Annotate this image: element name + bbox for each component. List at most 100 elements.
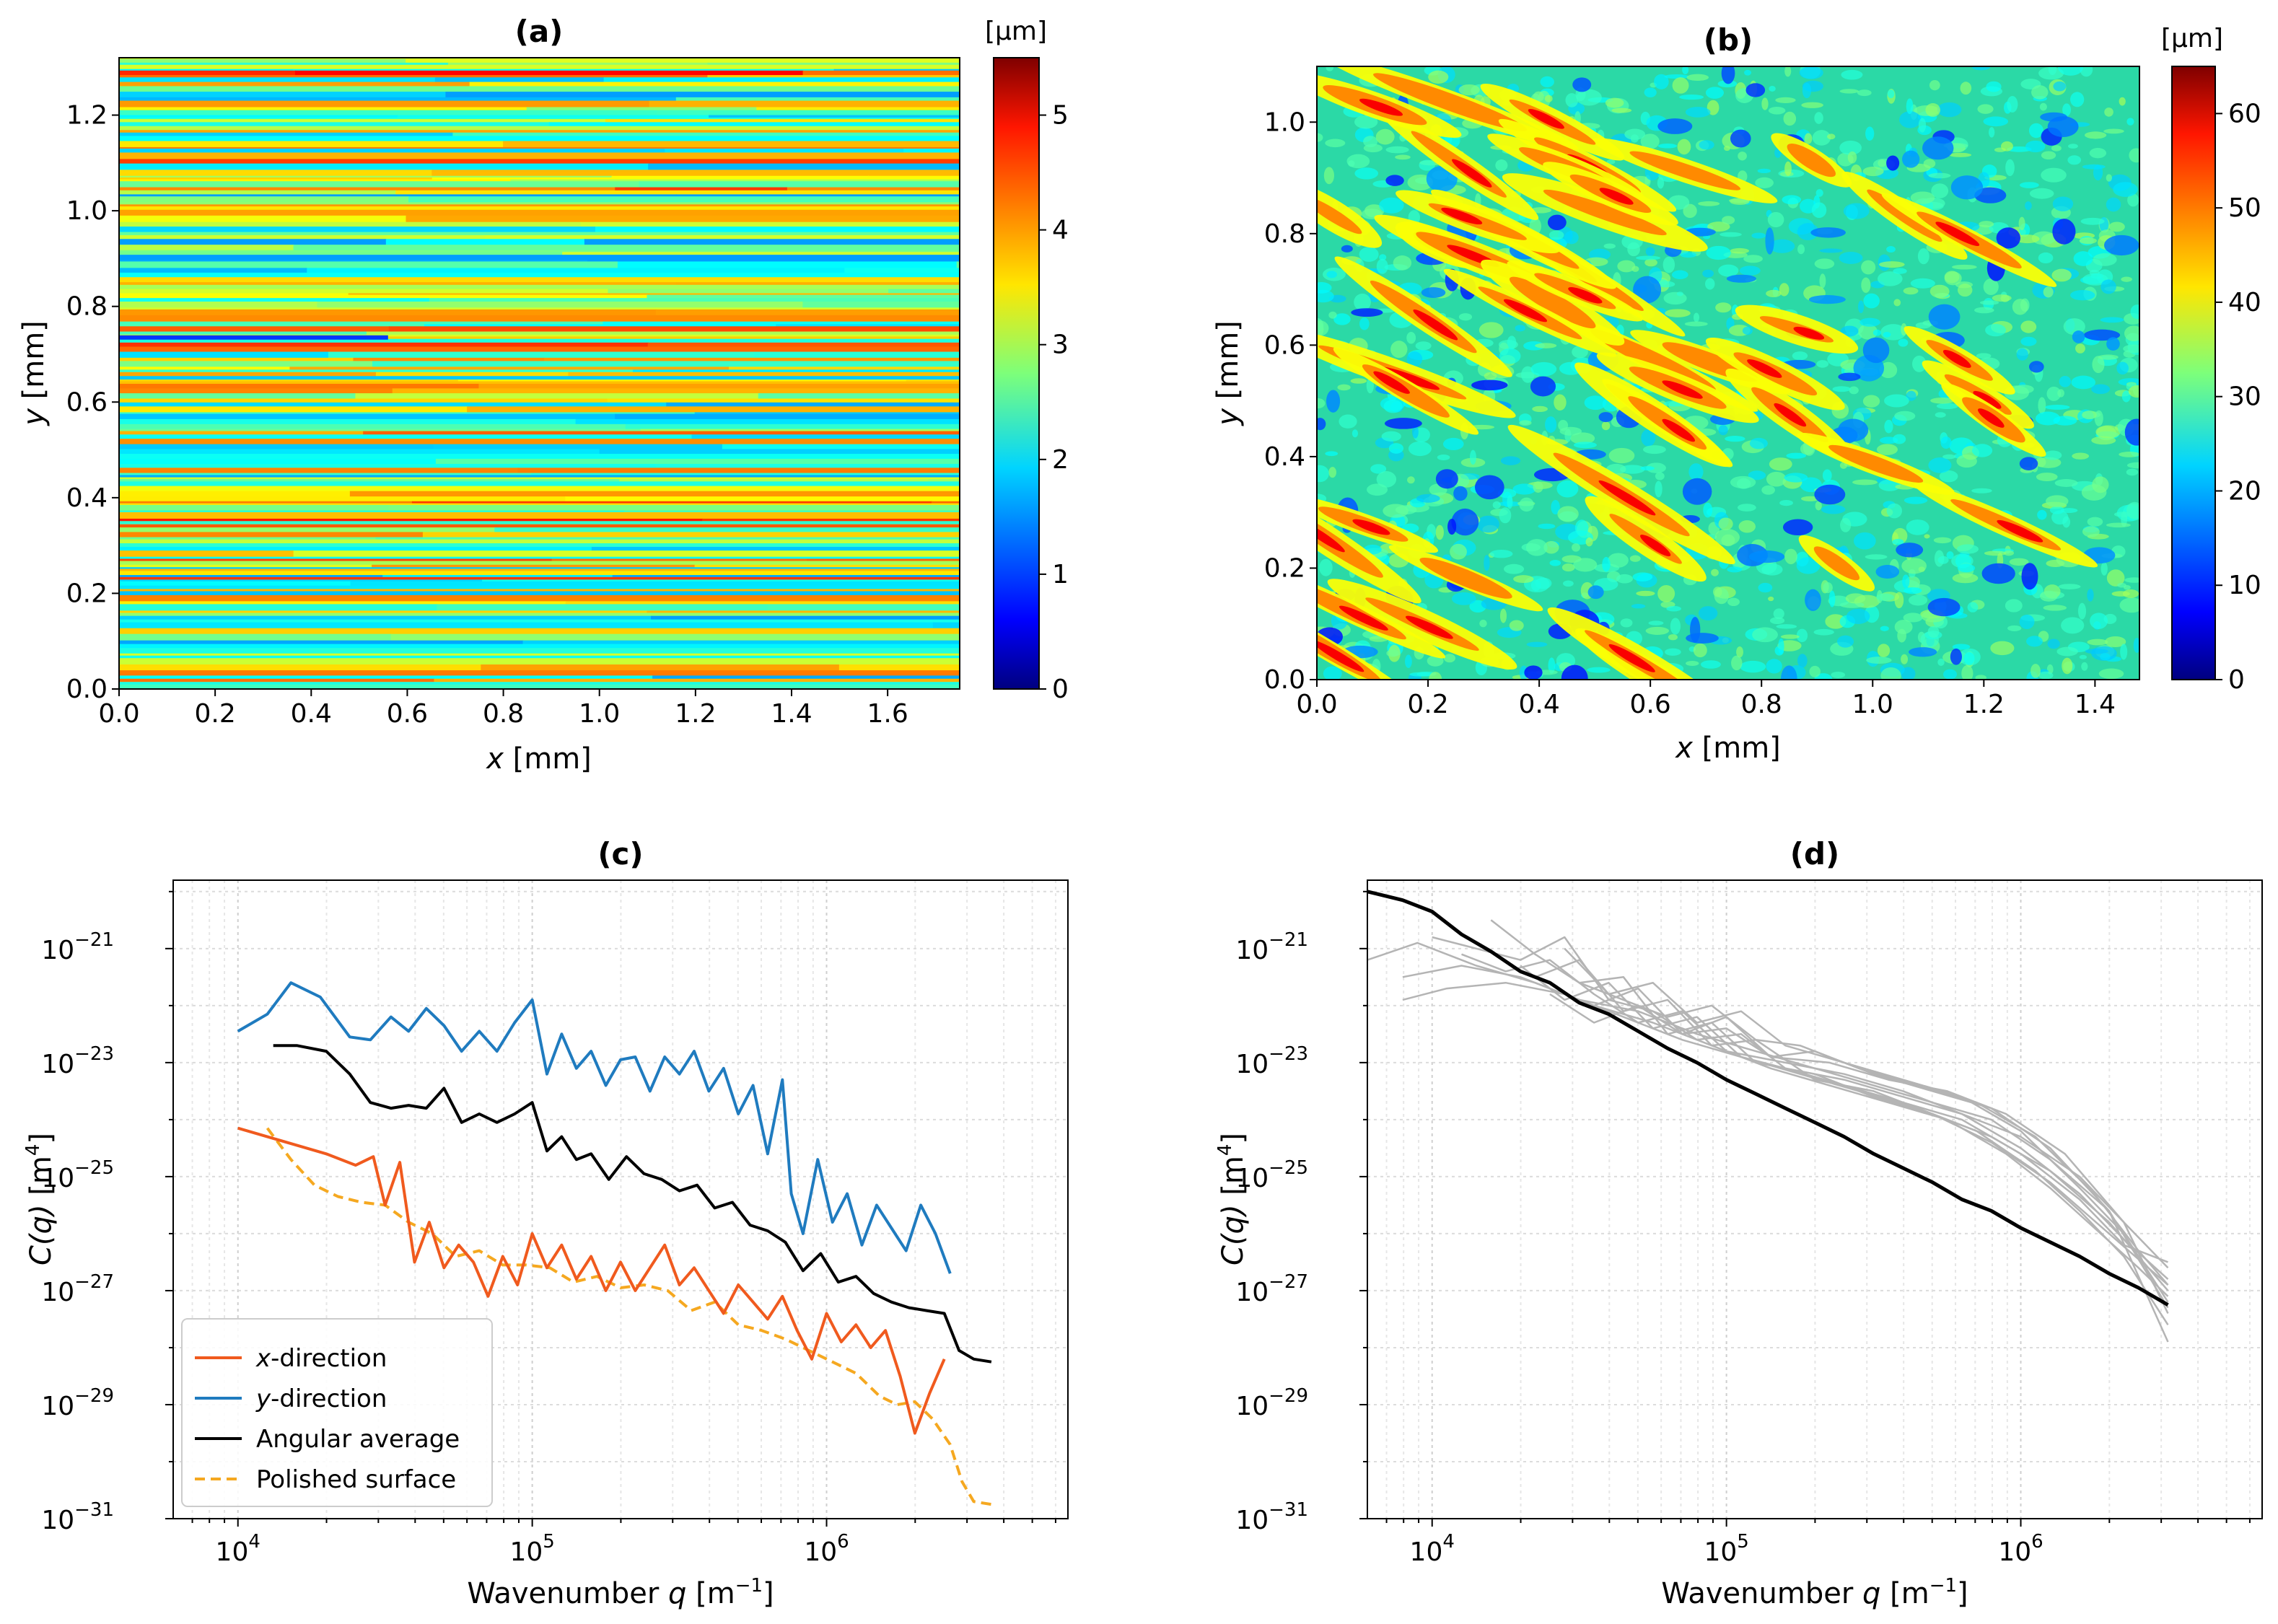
heatmap-speckle — [1698, 201, 1720, 206]
heatmap-stripe — [119, 576, 960, 580]
ridge-peak — [1978, 408, 2005, 428]
heatmap-stripe — [838, 664, 960, 671]
heatmap-low-region — [1435, 469, 1458, 489]
heatmap-speckle — [1769, 617, 1785, 625]
heatmap-stripe — [119, 334, 960, 338]
heatmap-speckle — [1928, 172, 1951, 179]
heatmap-speckle — [1406, 331, 1416, 344]
panel-a-colorbar-label: [µm] — [985, 17, 1047, 46]
heatmap-stripe — [119, 381, 960, 385]
heatmap-speckle — [1587, 667, 1611, 673]
heatmap-speckle — [1730, 475, 1756, 489]
heatmap-stripe — [119, 418, 577, 425]
heatmap-speckle — [2000, 294, 2010, 302]
heatmap-ridge — [1502, 173, 1708, 252]
heatmap-speckle — [1784, 473, 1808, 483]
heatmap-stripe — [119, 97, 677, 102]
heatmap-speckle — [2067, 155, 2082, 165]
heatmap-speckle — [1939, 470, 1958, 483]
heatmap-stripe — [469, 82, 960, 87]
heatmap-stripe — [119, 434, 693, 439]
heatmap-speckle — [1603, 243, 1616, 249]
y-tick-label: 1.2 — [66, 101, 108, 131]
heatmap-speckle — [2043, 605, 2067, 611]
heatmap-speckle — [2051, 145, 2062, 152]
heatmap-speckle — [1620, 618, 1633, 628]
heatmap-speckle — [1903, 613, 1923, 623]
heatmap-speckle — [1499, 348, 1521, 364]
heatmap-ridge — [1941, 382, 2046, 457]
x-tick-label: 1.4 — [771, 699, 812, 729]
heatmap-speckle — [1665, 309, 1691, 317]
heatmap-stripe — [119, 361, 374, 367]
heatmap-stripe — [844, 268, 960, 273]
heatmap-speckle — [2087, 589, 2094, 602]
heatmap-speckle — [1918, 118, 1927, 133]
heatmap-speckle — [1985, 323, 2006, 337]
heatmap-speckle — [1960, 82, 1972, 95]
heatmap-speckle — [1821, 504, 1846, 514]
gray-series-line — [1593, 987, 2169, 1309]
heatmap-speckle — [1680, 252, 1697, 258]
heatmap-speckle — [2037, 509, 2047, 520]
heatmap-stripe — [388, 326, 960, 333]
heatmap-stripe — [647, 294, 960, 299]
heatmap-speckle — [1743, 255, 1763, 263]
panel-b-heatmap — [1317, 66, 2139, 680]
x-tick-label: 105 — [509, 1531, 554, 1567]
heatmap-ridge — [1396, 190, 1560, 254]
heatmap-stripe — [119, 610, 648, 614]
gray-series-line — [1402, 981, 2169, 1325]
heatmap-stripe — [119, 658, 960, 665]
heatmap-stripe — [119, 571, 960, 576]
heatmap-speckle — [2007, 625, 2022, 631]
heatmap-ridge — [1543, 162, 1678, 226]
heatmap-stripe — [119, 346, 960, 353]
heatmap-stripe — [728, 367, 960, 370]
heatmap-speckle — [2082, 526, 2100, 537]
panel-d-y-label: C(q) [m4] — [1214, 1133, 1250, 1265]
heatmap-speckle — [1775, 97, 1796, 103]
heatmap-speckle — [1887, 89, 1895, 99]
heatmap-low-region — [1721, 66, 1735, 84]
heatmap-speckle — [2070, 289, 2095, 301]
heatmap-stripe — [119, 141, 504, 148]
heatmap-speckle — [1779, 499, 1793, 506]
heatmap-low-region — [1745, 83, 1766, 97]
heatmap-speckle — [1664, 74, 1689, 79]
heatmap-speckle — [1878, 261, 1905, 268]
heatmap-ridge — [1317, 582, 1424, 680]
x-tick-label: 1.0 — [1852, 690, 1893, 719]
heatmap-speckle — [1573, 558, 1598, 572]
heatmap-stripe — [119, 619, 960, 623]
heatmap-speckle — [1682, 66, 1689, 75]
heatmap-stripe — [119, 564, 373, 568]
heatmap-stripe — [119, 481, 960, 487]
heatmap-speckle — [2041, 151, 2056, 160]
heatmap-stripe — [802, 302, 960, 308]
heatmap-stripe — [119, 302, 318, 308]
heatmap-speckle — [2100, 653, 2111, 661]
heatmap-speckle — [1720, 232, 1742, 237]
heatmap-stripe — [702, 518, 960, 522]
heatmap-speckle — [1849, 386, 1859, 395]
heatmap-stripe — [119, 255, 960, 260]
heatmap-speckle — [1419, 159, 1435, 171]
heatmap-stripe — [348, 293, 960, 296]
heatmap-speckle — [1644, 258, 1657, 267]
heatmap-stripe — [119, 357, 354, 362]
heatmap-speckle — [1359, 317, 1370, 330]
heatmap-stripe — [531, 473, 960, 475]
heatmap-speckle — [1768, 596, 1774, 602]
heatmap-speckle — [1337, 384, 1351, 391]
heatmap-speckle — [2075, 343, 2085, 354]
gray-series-line — [1461, 953, 2169, 1314]
heatmap-speckle — [1852, 479, 1878, 486]
panel-b-title: (b) — [1704, 22, 1753, 58]
heatmap-speckle — [1657, 177, 1665, 189]
heatmap-speckle — [2121, 390, 2131, 403]
heatmap-speckle — [2079, 654, 2088, 659]
heatmap-speckle — [1640, 466, 1655, 471]
heatmap-stripe — [119, 239, 387, 245]
heatmap-stripe — [289, 367, 730, 370]
